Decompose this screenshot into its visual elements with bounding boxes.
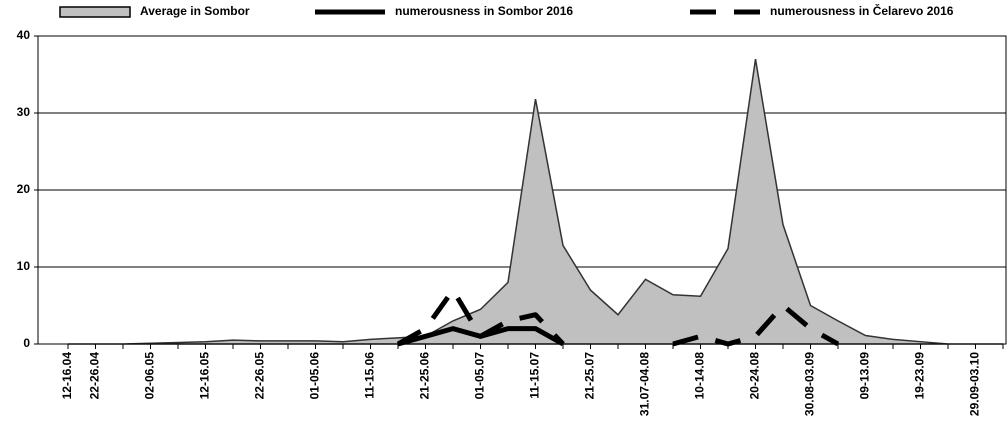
y-tick-label: 20 <box>17 182 31 196</box>
legend-label: numerousness in Čelarevo 2016 <box>770 3 954 18</box>
x-tick-label: 21-25.07 <box>583 352 597 400</box>
x-tick-label: 22-26.05 <box>253 352 267 400</box>
x-tick-label: 09-13.09 <box>858 352 872 400</box>
area <box>68 58 1003 345</box>
x-tick-label: 12-16.05 <box>198 352 212 400</box>
y-tick-label: 0 <box>23 336 30 350</box>
x-tick-label: 22-26.04 <box>88 352 102 400</box>
x-tick-label: 30.08-03.09 <box>803 352 817 416</box>
y-tick-label: 10 <box>17 259 31 273</box>
plot-frame <box>37 35 1007 345</box>
y-tick-label: 30 <box>17 105 31 119</box>
x-tick-label: 01-05.07 <box>473 352 487 400</box>
x-tick-label: 20-24.08 <box>748 352 762 400</box>
x-tick-label: 21-25.06 <box>418 352 432 400</box>
y-tick-label: 40 <box>17 28 31 42</box>
legend-label: numerousness in Sombor 2016 <box>395 4 573 18</box>
x-tick-label: 11-15.07 <box>528 352 542 399</box>
x-tick-label: 02-06.05 <box>143 352 157 400</box>
x-tick-label: 12-16.04 <box>60 352 74 400</box>
legend-swatch <box>59 6 131 18</box>
x-tick-label: 29.09-03.10 <box>968 352 982 416</box>
x-tick-label: 10-14.08 <box>693 352 707 400</box>
x-tick-label: 31.07-04.08 <box>638 352 652 416</box>
line <box>396 287 840 347</box>
legend-label: Average in Sombor <box>140 4 250 18</box>
x-tick-label: 19-23.09 <box>913 352 927 400</box>
x-tick-label: 01-05.06 <box>308 352 322 400</box>
x-tick-label: 11-15.06 <box>363 352 377 399</box>
